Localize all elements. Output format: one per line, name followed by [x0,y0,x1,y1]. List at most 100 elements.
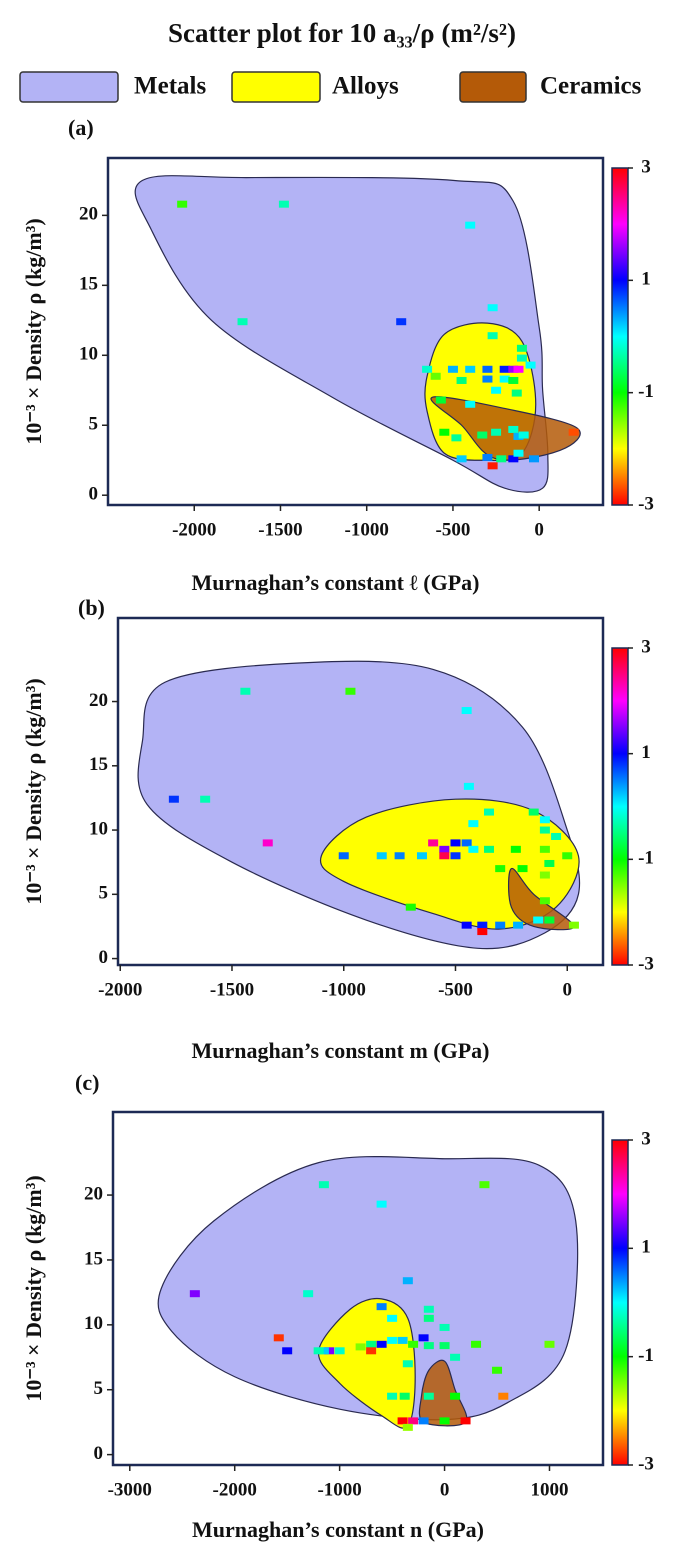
x-tick-label: -2000 [213,1479,257,1500]
point [447,365,458,373]
point [262,839,273,847]
y-tick-label: 15 [89,754,108,775]
y-tick-label: 5 [94,1378,104,1399]
y-axis-label: 10⁻³ × Density ρ (kg/m³) [21,218,46,444]
point [508,365,519,373]
x-tick-label: -1000 [322,979,366,1000]
point [496,455,507,463]
point [450,1353,461,1361]
x-tick-label: -1500 [210,979,254,1000]
point [397,1417,408,1425]
point [423,1342,434,1350]
point [510,845,521,853]
legend-swatch [231,71,321,103]
region [430,396,581,461]
colorbar [611,1139,629,1466]
colorbar [611,167,629,506]
legend-swatch [459,71,527,103]
colorbar-tick-label: 3 [641,156,651,177]
x-tick-label: 1000 [530,1479,568,1500]
point [495,865,506,873]
point [508,376,519,384]
point [562,852,573,860]
plot-frame [111,1110,605,1467]
point [456,455,467,463]
point [477,921,488,929]
point [513,921,524,929]
point [499,375,510,383]
point [491,386,502,394]
point [482,453,493,461]
region [507,868,575,931]
point [517,865,528,873]
x-tick-label: -1500 [258,519,302,540]
point [439,428,450,436]
point [334,1347,345,1355]
point [423,1392,434,1400]
point [450,852,461,860]
y-tick-label: 5 [99,883,109,904]
y-tick-label: 20 [89,690,108,711]
point [468,820,479,828]
point [278,200,289,208]
point [408,1340,419,1348]
point [423,1314,434,1322]
point [513,449,524,457]
point [463,782,474,790]
point [439,852,450,860]
point [318,1347,329,1355]
legend-label: Alloys [332,73,399,100]
point [525,361,536,369]
point [551,832,562,840]
x-tick-label: -2000 [98,979,142,1000]
point [544,1340,555,1348]
panel-label: (c) [75,1070,99,1095]
point [240,687,251,695]
point [376,1392,387,1400]
y-tick-label: 15 [79,274,98,295]
x-tick-label: 0 [440,1479,450,1500]
region [157,1156,579,1421]
point [479,1181,490,1189]
point [397,1336,408,1344]
point [318,1181,329,1189]
point [303,1290,314,1298]
y-axis-label: 10⁻³ × Density ρ (kg/m³) [21,1175,46,1401]
point [439,845,450,853]
point [487,332,498,340]
point [450,1392,461,1400]
point [499,365,510,373]
point [495,921,506,929]
y-tick-label: 10 [79,344,98,365]
point [402,1423,413,1431]
point [461,839,472,847]
point [338,852,349,860]
colorbar-tick-label: 1 [641,269,651,290]
point [544,916,555,924]
point [461,921,472,929]
point [471,1340,482,1348]
point [482,365,493,373]
plot-area [157,1156,579,1431]
colorbar-tick-label: 1 [641,1237,651,1258]
point [189,1290,200,1298]
point [492,1366,503,1374]
point [461,707,472,715]
point [518,431,529,439]
y-tick-label: 20 [84,1183,103,1204]
point [465,221,476,229]
point [451,434,462,442]
point [376,852,387,860]
point [482,375,493,383]
colorbar-tick-label: 3 [641,636,651,657]
x-axis-label: Murnaghan’s constant ℓ (GPa) [192,570,480,595]
x-tick-label: 0 [534,519,544,540]
point [539,845,550,853]
point [513,365,524,373]
point [539,897,550,905]
point [465,400,476,408]
point [282,1347,293,1355]
point [237,318,248,326]
point [568,921,579,929]
x-tick-label: -500 [438,979,473,1000]
